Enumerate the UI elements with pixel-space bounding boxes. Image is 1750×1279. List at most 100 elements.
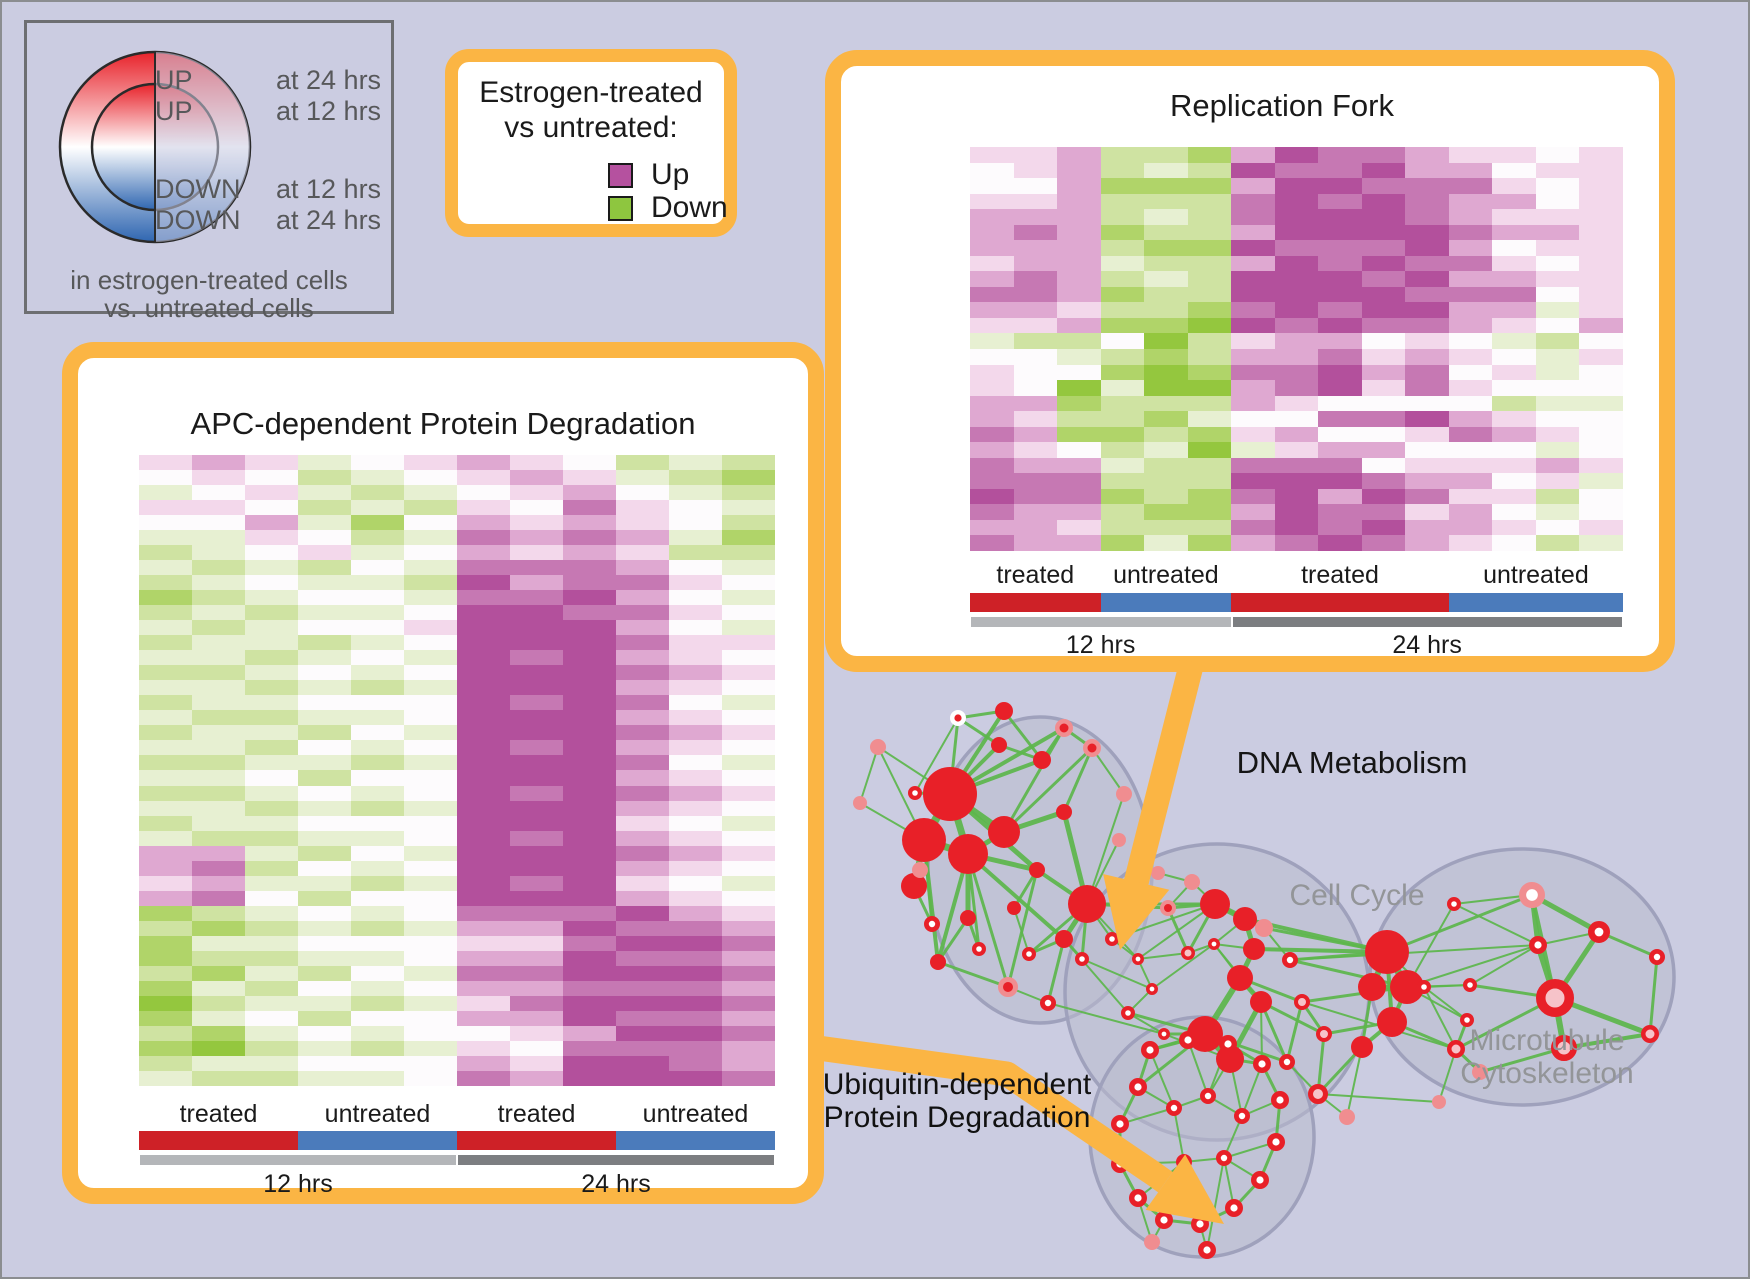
heatmap-cell	[192, 860, 245, 876]
heatmap-cell	[1144, 286, 1188, 303]
heatmap-cell	[245, 785, 298, 801]
heatmap-cell	[457, 815, 510, 831]
time-group-label: 12 hrs	[263, 1170, 333, 1198]
heatmap-cell	[1187, 426, 1232, 443]
heatmap-cell	[1057, 349, 1101, 365]
time-color-bar	[457, 1154, 775, 1166]
treatment-group-label: treated	[179, 1100, 258, 1128]
heatmap-cell	[510, 935, 563, 951]
heatmap-cell	[404, 800, 457, 816]
heatmap-cell	[563, 605, 616, 621]
heatmap-cell	[722, 515, 775, 531]
heatmap-cell	[1013, 395, 1058, 412]
heatmap-cell	[1535, 380, 1580, 396]
gene-node	[1154, 1210, 1173, 1229]
heatmap-cell	[616, 950, 669, 966]
rf-heatmap	[970, 147, 1623, 551]
heatmap-cell	[1013, 333, 1058, 349]
heatmap-cell	[245, 695, 298, 711]
heatmap-cell	[245, 980, 298, 996]
time-group-label: 12 hrs	[1065, 631, 1136, 659]
heatmap-cell	[722, 830, 775, 846]
heatmap-cell	[404, 665, 457, 681]
gene-node	[1132, 952, 1145, 965]
heatmap-cell	[1274, 395, 1319, 412]
heatmap-cell	[1057, 380, 1101, 396]
heatmap-cell	[510, 650, 563, 666]
heatmap-cell	[616, 845, 669, 861]
heatmap-cell	[563, 1055, 616, 1071]
heatmap-cell	[616, 800, 669, 816]
heatmap-cell	[616, 695, 669, 711]
heatmap-cell	[1274, 255, 1319, 272]
heatmap-cell	[616, 1040, 669, 1056]
heatmap-cell	[1144, 473, 1188, 489]
cluster-label-microtubule-cytoskeleton: Microtubule Cytoskeleton	[1397, 1024, 1697, 1090]
heatmap-cell	[510, 455, 563, 471]
heatmap-cell	[563, 905, 616, 921]
heatmap-cell	[722, 485, 775, 501]
heatmap-cell	[1231, 333, 1275, 349]
heatmap-cell	[192, 575, 245, 591]
heatmap-cell	[563, 725, 616, 741]
heatmap-cell	[139, 650, 192, 666]
heatmap-cell	[192, 1055, 245, 1071]
heatmap-cell	[1057, 302, 1101, 318]
heatmap-cell	[510, 860, 563, 876]
heatmap-cell	[298, 590, 351, 606]
heatmap-cell	[404, 590, 457, 606]
heatmap-cell	[351, 590, 404, 606]
heatmap-cell	[1231, 535, 1275, 551]
heatmap-cell	[722, 575, 775, 591]
heatmap-cell	[1405, 411, 1449, 427]
heatmap-cell	[563, 950, 616, 966]
heatmap-cell	[457, 1025, 510, 1041]
heatmap-cell	[1361, 302, 1406, 318]
heatmap-cell	[298, 455, 351, 471]
heatmap-cell	[1057, 364, 1101, 381]
treatment-group-label: untreated	[1483, 561, 1589, 589]
heatmap-cell	[1535, 178, 1580, 194]
heatmap-cell	[139, 560, 192, 576]
heatmap-cell	[404, 485, 457, 501]
heatmap-cell	[669, 485, 722, 501]
heatmap-cell	[669, 755, 722, 771]
down-label: Down	[651, 191, 728, 224]
heatmap-cell	[563, 485, 616, 501]
heatmap-cell	[669, 950, 722, 966]
time-color-bar	[139, 1154, 457, 1166]
heatmap-cell	[1405, 504, 1449, 520]
heatmap-cell	[1535, 349, 1580, 365]
heatmap-cell	[351, 1070, 404, 1086]
heatmap-cell	[404, 470, 457, 486]
heatmap-cell	[245, 920, 298, 936]
scale-time: at 12 hrs	[276, 174, 382, 204]
heatmap-cell	[298, 740, 351, 756]
heatmap-cell	[298, 515, 351, 531]
heatmap-cell	[351, 695, 404, 711]
time-color-bar	[970, 616, 1232, 628]
heatmap-cell	[1100, 178, 1145, 194]
gene-node	[1083, 739, 1101, 757]
time-group-label: 24 hrs	[1392, 631, 1462, 659]
heatmap-cell	[1057, 457, 1101, 474]
heatmap-cell	[1274, 504, 1319, 520]
heatmap-cell	[457, 830, 510, 846]
heatmap-cell	[722, 1010, 775, 1026]
heatmap-cell	[404, 1040, 457, 1056]
heatmap-cell	[563, 545, 616, 561]
heatmap-cell	[404, 560, 457, 576]
heatmap-cell	[1231, 224, 1275, 241]
heatmap-cell	[669, 680, 722, 696]
gene-node	[1208, 937, 1221, 950]
heatmap-cell	[139, 920, 192, 936]
heatmap-cell	[1187, 286, 1232, 303]
gene-node	[1144, 1234, 1160, 1250]
heatmap-cell	[404, 515, 457, 531]
gene-node	[1128, 1077, 1147, 1096]
heatmap-cell	[139, 515, 192, 531]
heatmap-cell	[139, 785, 192, 801]
heatmap-cell	[192, 455, 245, 471]
heatmap-cell	[563, 755, 616, 771]
heatmap-cell	[245, 800, 298, 816]
